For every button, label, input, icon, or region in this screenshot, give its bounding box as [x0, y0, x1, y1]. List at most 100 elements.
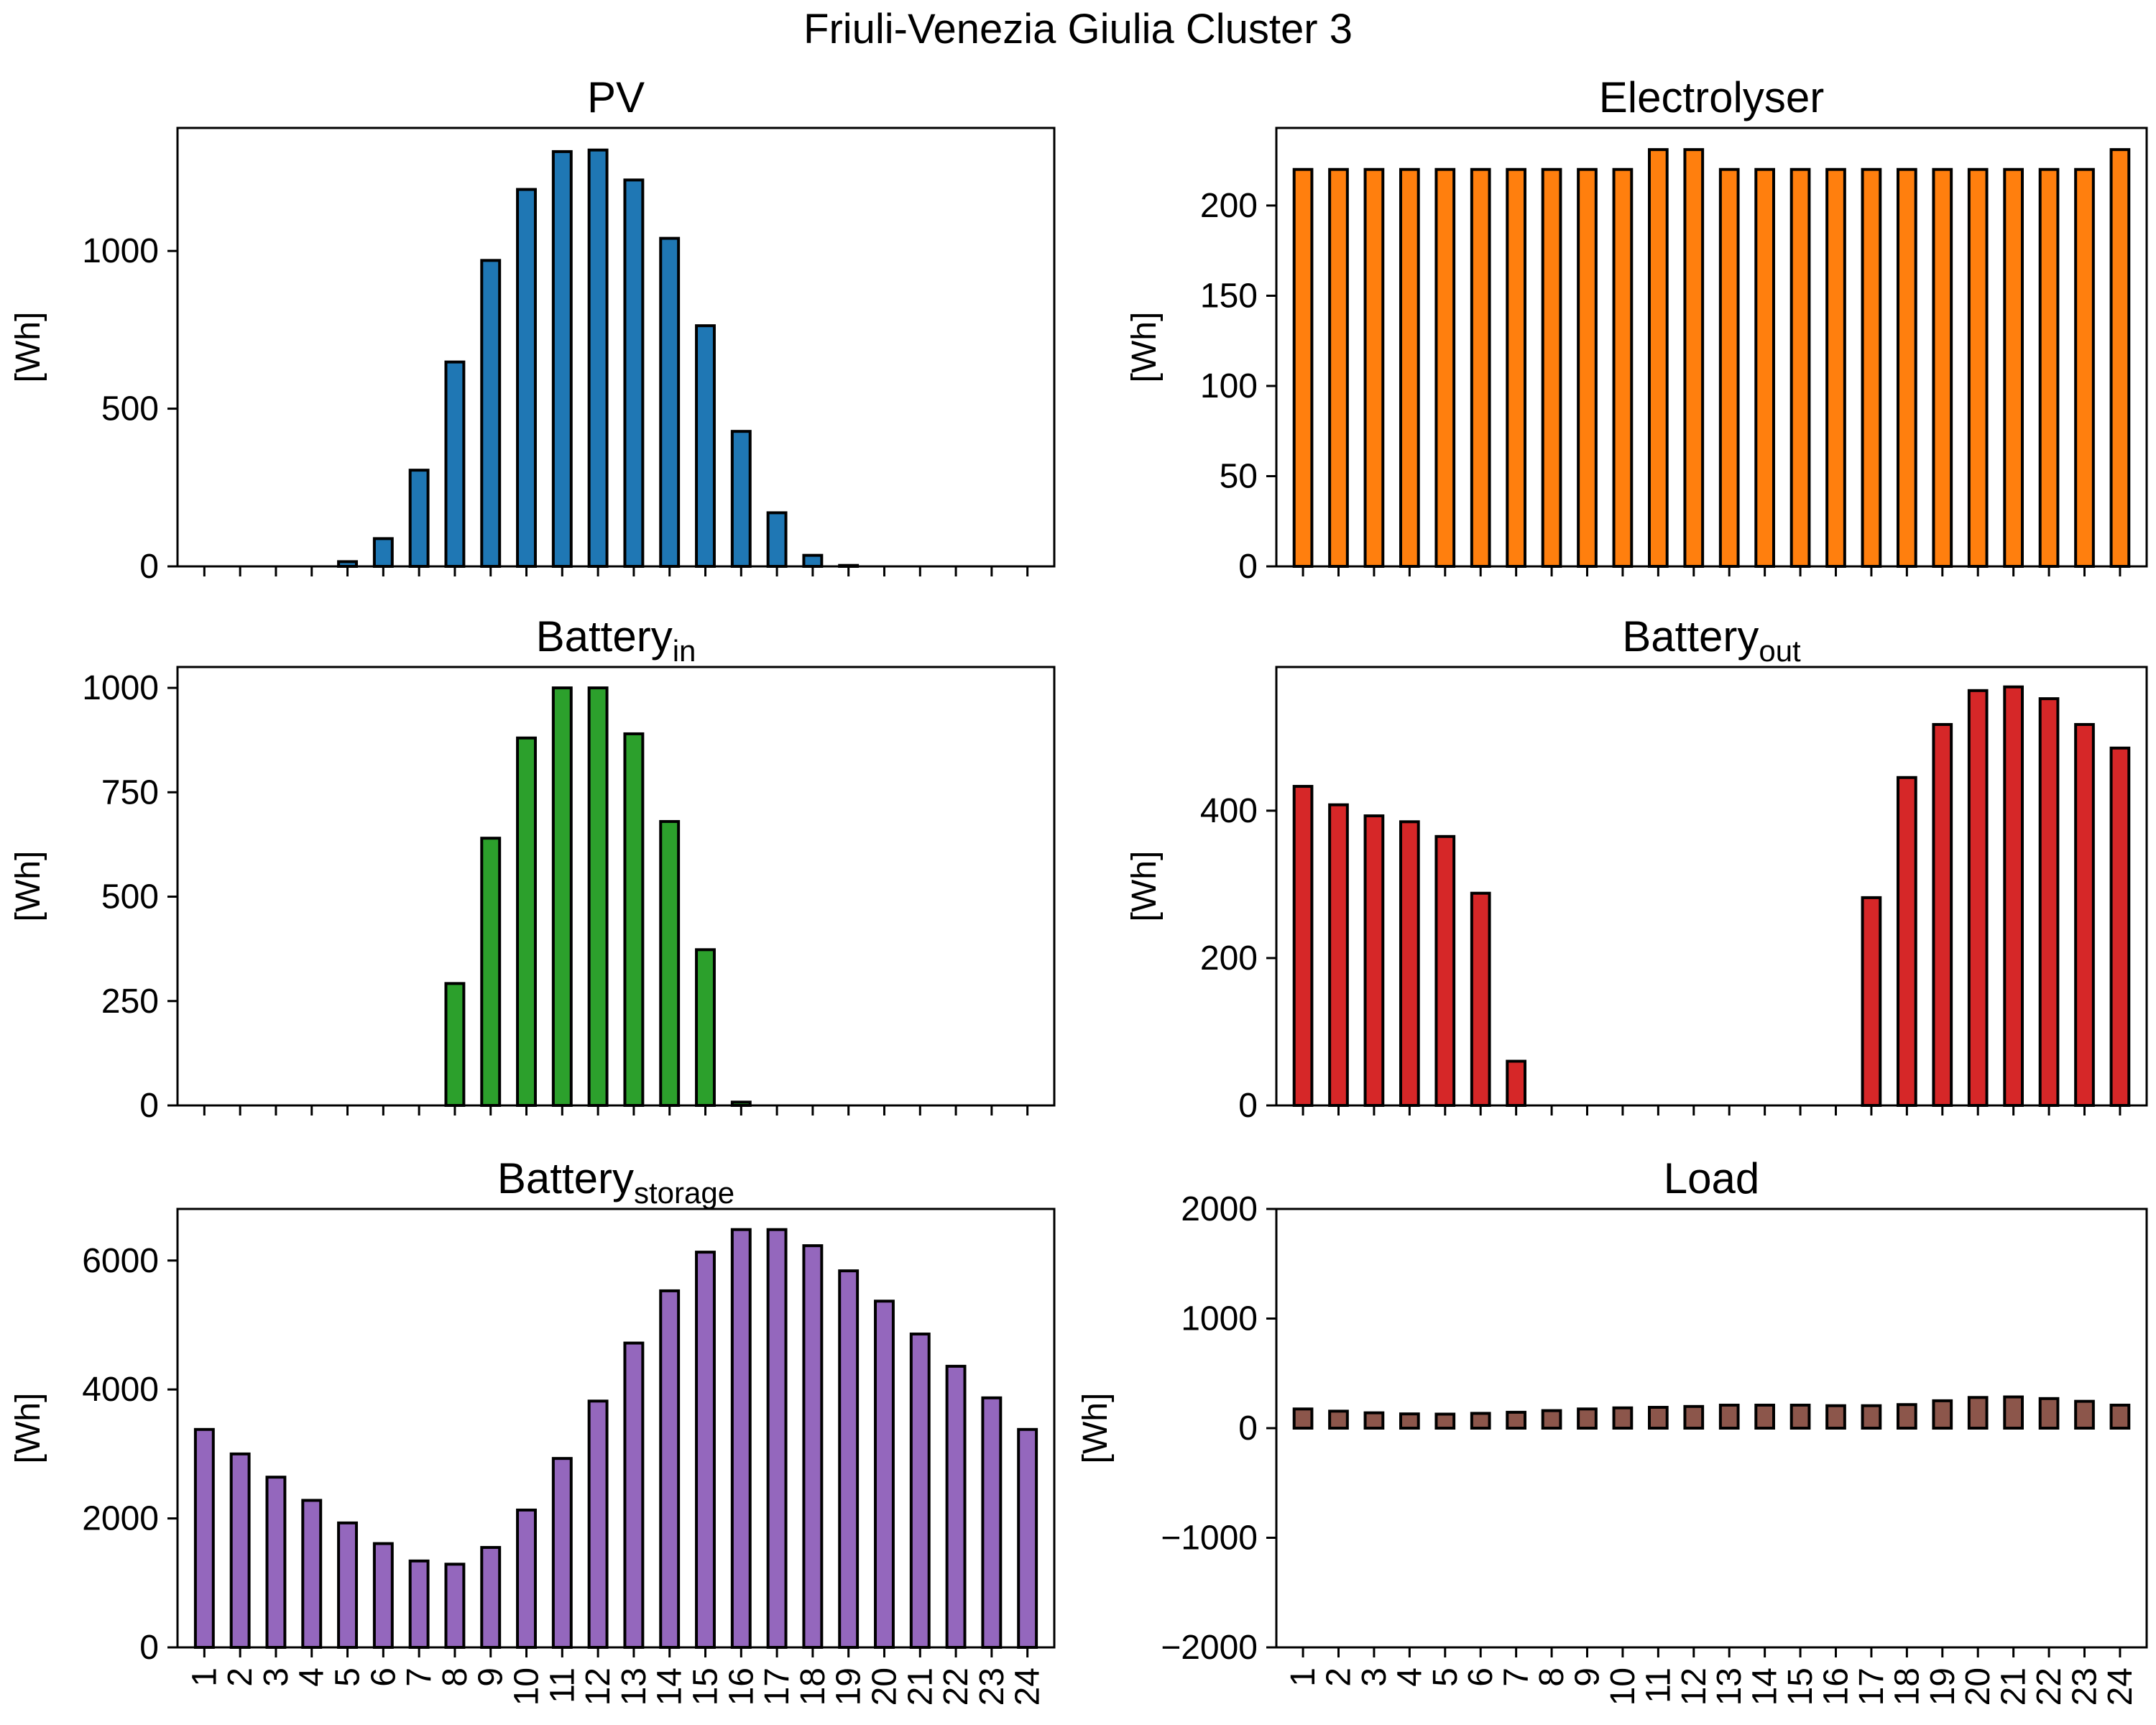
panel-title-subscript: in — [673, 634, 696, 668]
bar-battery-in-13 — [623, 732, 645, 1107]
bar-battery-out-22 — [2038, 697, 2060, 1107]
ytick-label: 0 — [1238, 1087, 1258, 1125]
bar-battery-out-2 — [1328, 803, 1349, 1107]
bar-battery-in-15 — [695, 948, 716, 1108]
bar-battery-storage-15 — [695, 1251, 716, 1649]
bar-electrolyser-14 — [1754, 167, 1776, 569]
bar-battery-in-12 — [587, 686, 609, 1107]
xtick-label: 24 — [2101, 1668, 2139, 1706]
ytick-label: 500 — [101, 878, 159, 916]
xtick-label: 16 — [722, 1668, 760, 1706]
bar-battery-storage-10 — [516, 1508, 537, 1649]
ytick-label: 1000 — [82, 232, 159, 270]
bar-electrolyser-18 — [1897, 167, 1917, 569]
xtick-label: 13 — [1710, 1668, 1749, 1706]
bar-battery-out-3 — [1363, 814, 1385, 1107]
bar-battery-storage-9 — [480, 1545, 502, 1649]
panel-title: Batteryin — [536, 612, 696, 668]
chart-electrolyser: 0 50 100 150 200 [Wh] Electrolyser — [1125, 73, 2148, 586]
ytick-label: 100 — [1200, 367, 1258, 405]
ytick-label: 2000 — [1181, 1190, 1258, 1228]
bar-load-1 — [1292, 1407, 1314, 1430]
bar-electrolyser-21 — [2003, 167, 2024, 569]
bar-battery-storage-22 — [945, 1364, 967, 1649]
bar-load-2 — [1328, 1409, 1349, 1430]
xtick-label: 1 — [1284, 1668, 1322, 1687]
bar-load-10 — [1612, 1406, 1634, 1430]
bar-pv-12 — [587, 148, 609, 569]
ytick-label: 200 — [1200, 187, 1258, 225]
xtick-label: 20 — [1959, 1668, 1997, 1706]
ylabel: [Wh] — [1125, 312, 1164, 383]
xtick-label: 9 — [1569, 1668, 1607, 1687]
ytick-label: 500 — [101, 390, 159, 428]
bar-battery-storage-2 — [229, 1452, 251, 1649]
bar-battery-storage-12 — [587, 1399, 609, 1649]
xtick-label: 6 — [1462, 1668, 1500, 1687]
xtick-label: 23 — [973, 1668, 1011, 1706]
bar-battery-storage-11 — [551, 1457, 573, 1650]
bar-pv-13 — [623, 178, 645, 569]
xtick-label: 19 — [830, 1668, 868, 1706]
xtick-label: 24 — [1009, 1668, 1047, 1706]
bar-battery-out-5 — [1434, 834, 1456, 1108]
xtick-label: 6 — [364, 1668, 402, 1687]
xtick-label: 8 — [436, 1668, 474, 1687]
bar-electrolyser-23 — [2074, 167, 2095, 569]
bar-load-11 — [1648, 1406, 1669, 1430]
bar-load-18 — [1897, 1403, 1917, 1430]
bar-electrolyser-3 — [1363, 167, 1385, 569]
bar-battery-out-23 — [2074, 722, 2095, 1107]
panel-title-main: Battery — [536, 612, 673, 661]
ytick-label: 750 — [101, 773, 159, 811]
ytick-label: 150 — [1200, 277, 1258, 315]
bar-battery-out-4 — [1399, 820, 1420, 1108]
bar-electrolyser-6 — [1470, 167, 1491, 569]
xtick-label: 4 — [293, 1668, 331, 1687]
bar-battery-storage-14 — [659, 1289, 681, 1650]
bar-pv-6 — [372, 537, 394, 569]
ytick-label: 200 — [1200, 939, 1258, 978]
bar-battery-storage-18 — [802, 1244, 824, 1649]
bar-battery-in-10 — [516, 736, 537, 1107]
xtick-label: 7 — [1498, 1668, 1536, 1687]
ylabel: [Wh] — [9, 1393, 47, 1464]
bar-pv-9 — [480, 259, 502, 568]
xtick-label: 12 — [579, 1668, 617, 1706]
xtick-label: 23 — [2066, 1668, 2104, 1706]
bar-battery-storage-4 — [301, 1499, 323, 1649]
bar-battery-in-11 — [551, 686, 573, 1107]
bar-battery-out-7 — [1506, 1059, 1527, 1107]
xtick-label: 1 — [185, 1668, 224, 1687]
bar-electrolyser-9 — [1577, 167, 1598, 569]
bar-load-20 — [1967, 1396, 1989, 1430]
ytick-label: 4000 — [82, 1371, 159, 1409]
bar-pv-16 — [730, 430, 752, 568]
bar-load-6 — [1470, 1412, 1491, 1430]
panel-title-subscript: out — [1759, 634, 1801, 668]
ytick-label: 1000 — [82, 669, 159, 707]
bar-load-12 — [1683, 1404, 1705, 1430]
bar-battery-storage-24 — [1017, 1427, 1038, 1650]
xtick-label: 20 — [865, 1668, 903, 1706]
panel-title-main: Load — [1664, 1154, 1759, 1202]
bar-pv-18 — [802, 553, 824, 569]
ytick-label: 250 — [101, 983, 159, 1021]
ytick-label: 0 — [1238, 548, 1258, 586]
axes-frame — [176, 666, 1056, 1107]
bar-battery-storage-13 — [623, 1341, 645, 1649]
xtick-label: 5 — [329, 1668, 367, 1687]
bar-electrolyser-5 — [1434, 167, 1456, 569]
bar-battery-storage-1 — [193, 1427, 215, 1650]
bar-load-24 — [2109, 1403, 2131, 1430]
xtick-label: 13 — [615, 1668, 653, 1706]
bar-pv-11 — [551, 150, 573, 569]
bar-electrolyser-7 — [1506, 167, 1527, 569]
xtick-label: 11 — [543, 1668, 581, 1703]
xtick-label: 21 — [1995, 1668, 2033, 1706]
ytick-label: 2000 — [82, 1500, 159, 1538]
xtick-label: 17 — [758, 1668, 796, 1706]
bar-electrolyser-24 — [2109, 148, 2131, 568]
ytick-label: 400 — [1200, 792, 1258, 830]
